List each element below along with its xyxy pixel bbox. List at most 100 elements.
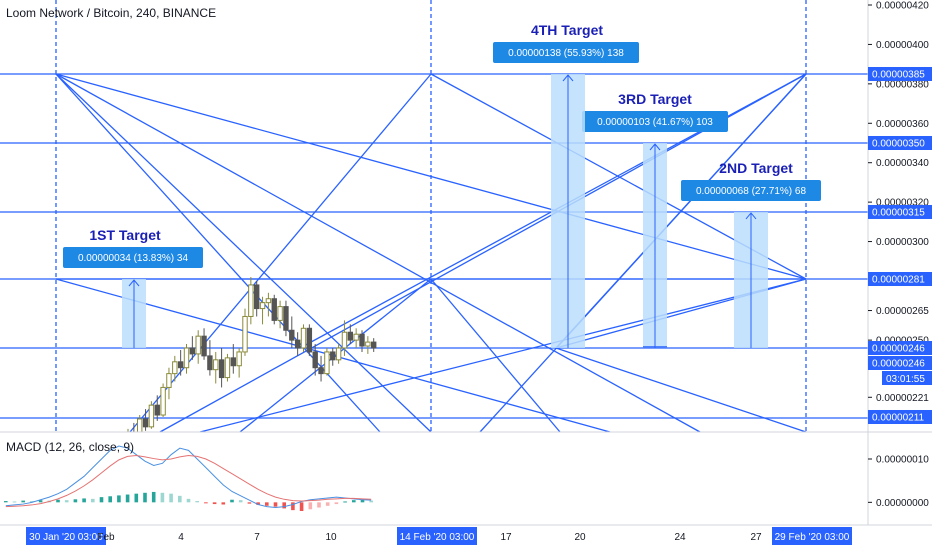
candle-down <box>189 347 196 355</box>
price-tag-label: 0.00000211 <box>872 412 925 423</box>
candle-down <box>330 351 336 361</box>
target-value-label: 0.00000138 (55.93%) 138 <box>508 48 624 59</box>
macd-histogram-bar-down <box>317 502 321 508</box>
countdown-tag <box>882 371 932 385</box>
time-axis-label: 20 <box>574 532 586 543</box>
price-tag-label: 0.00000350 <box>872 138 925 149</box>
target-heading: 4TH Target <box>531 22 603 38</box>
macd-histogram-bar-down <box>212 502 217 505</box>
candle-down <box>359 333 365 347</box>
macd-histogram-bar-down <box>282 502 286 509</box>
macd-histogram-bar-down <box>247 502 252 504</box>
price-pane-background <box>0 0 868 432</box>
gann-fan-line <box>199 278 807 433</box>
time-axis-highlight-label: 29 Feb '20 03:00 <box>775 532 850 543</box>
price-axis[interactable]: 0.00000420 0.00000400 0.00000380 0.00000360… <box>867 0 932 525</box>
candle-up <box>137 418 143 433</box>
gann-fan-line <box>159 73 807 433</box>
macd-histogram-bar-up <box>343 501 347 503</box>
macd-histogram-bar-up <box>91 498 95 503</box>
target-arrow-head <box>128 279 140 287</box>
macd-histogram-bar-up <box>82 498 86 503</box>
price-axis-label: 0.00000420 <box>876 1 929 12</box>
price-axis-label: 0.00000221 <box>876 393 929 404</box>
gann-fan-line <box>555 347 807 433</box>
macd-histogram-bar-up <box>38 500 43 503</box>
time-axis-label: 24 <box>674 532 686 543</box>
targets-layer: 0.00000034 (13.83%) 34 1ST Target 0.000000… <box>63 22 821 348</box>
target-value-label: 0.00000034 (13.83%) 34 <box>78 253 189 264</box>
macd-histogram-bar-up <box>30 501 34 503</box>
target-arrow-head <box>562 74 574 82</box>
macd-histogram-bar-up <box>186 498 191 503</box>
target-value-label-box <box>681 179 821 201</box>
candle-down <box>371 341 377 349</box>
target-value-label-box <box>582 110 728 132</box>
macd-title: MACD (12, 26, close, 9) <box>6 440 135 454</box>
macd-histogram-bar-up <box>21 500 25 503</box>
candle-up <box>353 333 359 341</box>
price-axis-label: 0.00000360 <box>876 119 929 130</box>
candle-up <box>148 404 155 428</box>
time-axis-highlight <box>772 527 852 545</box>
target-value-label: 0.00000068 (27.71%) 68 <box>696 186 807 197</box>
macd-histogram-bar-up <box>117 495 121 503</box>
target-heading: 2ND Target <box>719 160 793 176</box>
time-axis-label: 7 <box>254 532 260 543</box>
price-axis-label: 0.00000320 <box>876 198 929 209</box>
macd-pane <box>4 445 373 511</box>
target-value-label-box <box>63 247 203 269</box>
target-heading: 1ST Target <box>89 227 161 243</box>
target-value-label: 0.00000103 (41.67%) 103 <box>597 117 713 128</box>
macd-histogram-bar-down <box>273 502 278 507</box>
price-tag-label: 0.00000246 <box>872 344 925 355</box>
target-arrow-head <box>745 212 757 220</box>
macd-histogram-bar-down <box>291 502 295 511</box>
gann-fan-line <box>555 73 807 349</box>
last-price-tag <box>868 356 932 370</box>
price-tag <box>868 67 932 81</box>
price-axis-label: 0.00000300 <box>876 237 929 248</box>
gann-fan-line <box>55 73 701 433</box>
price-axis-label: 0.00000340 <box>876 158 929 169</box>
candle-up <box>265 298 272 304</box>
candle-up <box>335 347 342 361</box>
macd-histogram-bar-down <box>325 502 330 506</box>
macd-histogram-bar-up <box>64 500 69 503</box>
candle-down <box>207 355 213 371</box>
macd-histogram-bar-down <box>299 502 304 511</box>
candle-up <box>365 341 371 347</box>
macd-histogram-bar-up <box>238 500 243 503</box>
candle-down <box>154 404 160 416</box>
macd-histogram-bar-down <box>221 502 226 505</box>
price-tag <box>868 135 932 150</box>
macd-histogram-bar-up <box>73 499 78 503</box>
time-axis-label: 4 <box>178 532 184 543</box>
macd-histogram-bar-down <box>204 502 208 504</box>
gann-fan-line <box>55 73 807 280</box>
macd-histogram-bar-up <box>178 495 182 503</box>
gann-fan-line <box>239 278 432 433</box>
macd-histogram-bar-up <box>352 500 356 503</box>
candle-up <box>166 373 172 388</box>
candle-up <box>248 284 254 317</box>
candle-up <box>236 351 242 367</box>
candle-up <box>213 359 219 371</box>
time-axis-label: Feb <box>97 532 115 543</box>
candle-up <box>224 357 231 379</box>
macd-histogram-bar-up <box>56 499 60 503</box>
macd-histogram-bar-down <box>334 502 339 505</box>
macd-histogram-bar-up <box>369 500 373 503</box>
candle-up <box>277 306 283 321</box>
candle-down <box>271 298 277 321</box>
candle-down <box>294 339 301 349</box>
macd-histogram-bar-up <box>12 501 17 503</box>
time-axis-label: 27 <box>750 532 762 543</box>
candle-down <box>218 359 225 379</box>
candle-up <box>300 327 307 349</box>
candle-up <box>324 351 330 375</box>
candle-up <box>259 302 266 310</box>
target-arrow-head <box>649 143 661 151</box>
